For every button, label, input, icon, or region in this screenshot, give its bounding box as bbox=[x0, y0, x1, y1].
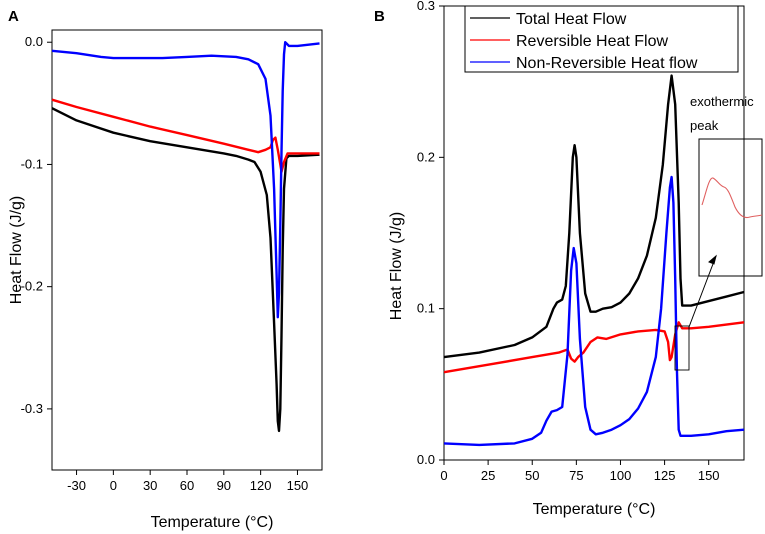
legend: Total Heat Flow Reversible Heat Flow Non… bbox=[464, 5, 739, 73]
panel-a-x-tick-label: 150 bbox=[287, 478, 309, 493]
panel-a-y-tick-label: -0.1 bbox=[21, 156, 43, 171]
panel-b-x-tick-label: 50 bbox=[525, 468, 539, 483]
panel-a-x-tick-label: 30 bbox=[143, 478, 157, 493]
panel-a-series-reversible bbox=[51, 98, 320, 173]
panel-a-series-total bbox=[51, 107, 320, 433]
panel-b-x-ticks: 0 25 50 75 100 125 150 bbox=[440, 460, 720, 483]
panel-a-x-axis-label: Temperature (°C) bbox=[151, 514, 274, 531]
inset-curve bbox=[701, 177, 763, 219]
annotation-line-1: exothermic bbox=[690, 94, 754, 109]
panel-a-letter: A bbox=[8, 8, 19, 25]
panel-b-series-reversible bbox=[443, 321, 745, 374]
legend-label-total: Total Heat Flow bbox=[516, 11, 627, 28]
annotation-line-2: peak bbox=[690, 118, 719, 133]
annotation-arrow-line bbox=[688, 255, 717, 328]
panel-b-x-tick-label: 150 bbox=[698, 468, 720, 483]
panel-a-x-tick-label: 60 bbox=[180, 478, 194, 493]
legend-label-reversible: Reversible Heat Flow bbox=[516, 33, 669, 50]
panel-a-y-tick-label: 0.0 bbox=[25, 34, 43, 49]
legend-box bbox=[464, 5, 739, 73]
panel-b-series bbox=[443, 74, 745, 447]
panel-a-series bbox=[51, 41, 320, 433]
panel-b-y-axis-label: Heat Flow (J/g) bbox=[388, 212, 405, 320]
panel-b-x-tick-label: 0 bbox=[440, 468, 447, 483]
panel-b-y-tick-label: 0.2 bbox=[417, 149, 435, 164]
panel-a-x-tick-label: 90 bbox=[217, 478, 231, 493]
panel-a-y-axis-label: Heat Flow (J/g) bbox=[8, 196, 25, 304]
panel-b-y-tick-label: 0.3 bbox=[417, 0, 435, 13]
annotation-arrow-head bbox=[708, 254, 717, 265]
panel-b-letter: B bbox=[374, 8, 385, 25]
exothermic-annotation: exothermic peak bbox=[674, 94, 763, 371]
panel-a: A -30 0 30 60 90 120 150 0.0 -0.1 -0.2 -0.3 Tempe… bbox=[8, 8, 323, 531]
panel-b-y-tick-label: 0.0 bbox=[417, 452, 435, 467]
panel-a-y-tick-label: -0.2 bbox=[21, 279, 43, 294]
panel-b-series-total bbox=[443, 74, 745, 359]
panel-b: B 0 25 50 75 100 125 150 0.0 0.1 0.2 0.3 Total He… bbox=[374, 0, 763, 518]
panel-b-x-tick-label: 100 bbox=[610, 468, 632, 483]
panel-b-x-tick-label: 125 bbox=[654, 468, 676, 483]
panel-b-series-nonreversible bbox=[443, 175, 745, 447]
panel-a-y-tick-label: -0.3 bbox=[21, 401, 43, 416]
panel-a-x-tick-label: 0 bbox=[110, 478, 117, 493]
inset-box bbox=[698, 138, 763, 277]
panel-b-x-axis-label: Temperature (°C) bbox=[533, 501, 656, 518]
panel-a-y-ticks: 0.0 -0.1 -0.2 -0.3 bbox=[21, 34, 52, 416]
legend-label-nonreversible: Non-Reversible Heat flow bbox=[516, 55, 698, 72]
panel-b-x-tick-label: 75 bbox=[569, 468, 583, 483]
panel-a-x-ticks: -30 0 30 60 90 120 150 bbox=[67, 470, 308, 493]
panel-a-x-tick-label: -30 bbox=[67, 478, 86, 493]
panel-b-y-tick-label: 0.1 bbox=[417, 301, 435, 316]
panel-a-series-nonreversible bbox=[51, 41, 320, 319]
panel-b-x-tick-label: 25 bbox=[481, 468, 495, 483]
zoom-region-box bbox=[674, 325, 690, 371]
panel-b-y-ticks: 0.0 0.1 0.2 0.3 bbox=[417, 0, 444, 467]
panel-a-x-tick-label: 120 bbox=[250, 478, 272, 493]
